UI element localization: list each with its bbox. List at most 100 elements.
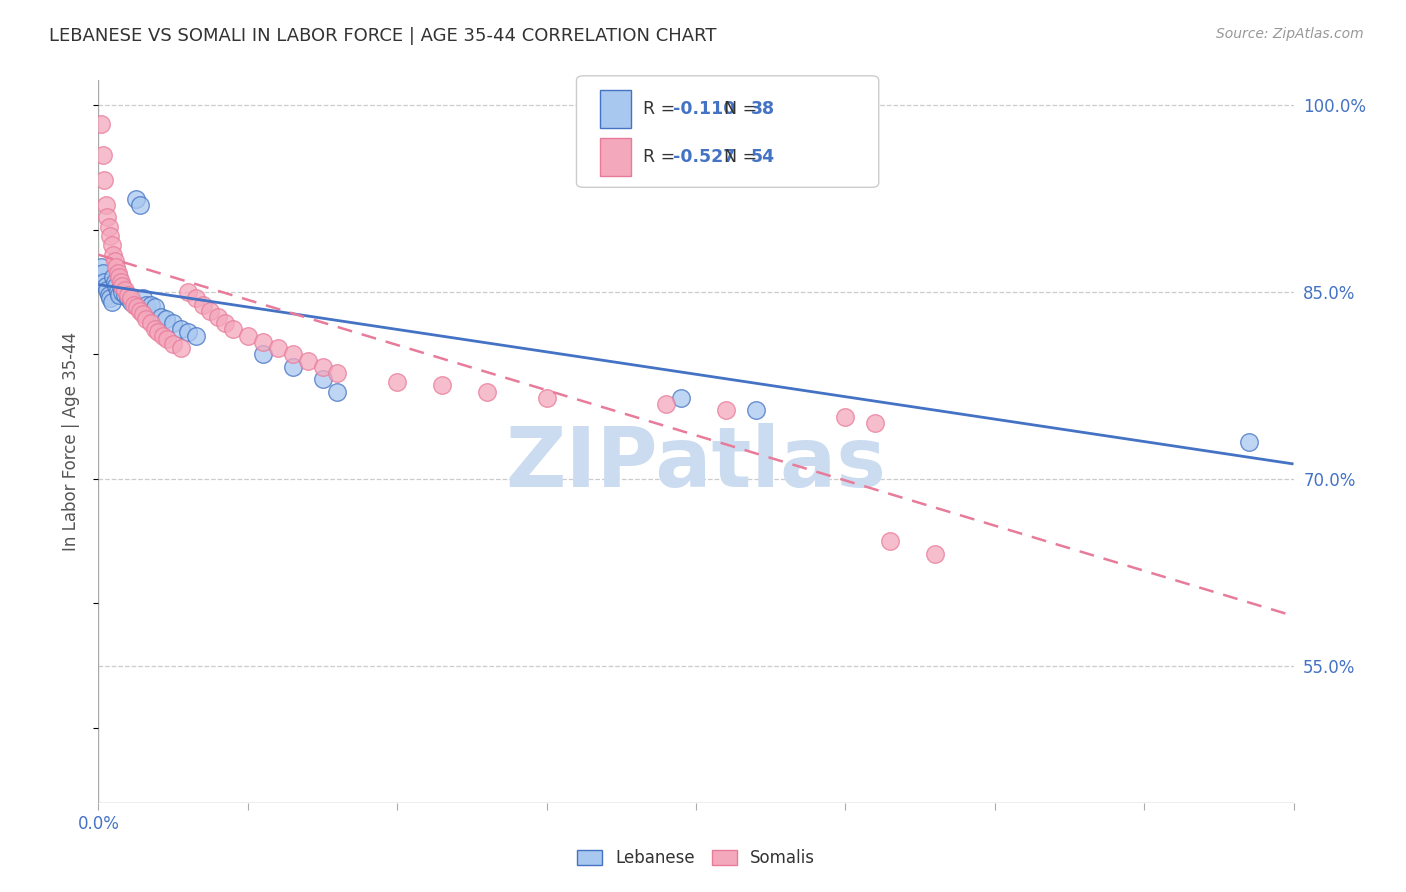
Point bbox=[326, 366, 349, 380]
Text: Source: ZipAtlas.com: Source: ZipAtlas.com bbox=[1216, 27, 1364, 41]
Point bbox=[252, 334, 274, 349]
Point bbox=[162, 316, 184, 330]
Point bbox=[152, 328, 174, 343]
Point bbox=[1237, 434, 1260, 449]
Point bbox=[156, 332, 179, 346]
Point bbox=[111, 278, 134, 293]
Point bbox=[103, 248, 125, 262]
Point bbox=[214, 316, 236, 330]
Text: -0.527: -0.527 bbox=[673, 148, 735, 166]
Point bbox=[177, 285, 200, 299]
Point bbox=[98, 291, 122, 305]
Point bbox=[655, 397, 678, 411]
Point bbox=[108, 270, 131, 285]
Point bbox=[281, 347, 304, 361]
Point bbox=[745, 403, 768, 417]
Point bbox=[120, 291, 142, 305]
Point bbox=[129, 198, 152, 212]
Point bbox=[90, 260, 112, 274]
Point bbox=[236, 328, 259, 343]
Point bbox=[96, 283, 118, 297]
Point bbox=[107, 284, 129, 298]
Point bbox=[177, 325, 200, 339]
Text: R =: R = bbox=[643, 148, 681, 166]
Point bbox=[101, 295, 124, 310]
Point bbox=[139, 316, 162, 330]
Point bbox=[98, 229, 122, 244]
Point bbox=[96, 211, 118, 225]
Point bbox=[114, 283, 136, 297]
Point bbox=[924, 547, 946, 561]
Point bbox=[536, 391, 558, 405]
Point bbox=[267, 341, 290, 355]
Text: N =: N = bbox=[724, 148, 763, 166]
Point bbox=[311, 359, 333, 374]
Point bbox=[103, 270, 125, 285]
Y-axis label: In Labor Force | Age 35-44: In Labor Force | Age 35-44 bbox=[62, 332, 80, 551]
Point bbox=[125, 192, 148, 206]
Point bbox=[150, 310, 173, 324]
Point bbox=[200, 303, 222, 318]
Point bbox=[222, 322, 245, 336]
Point bbox=[191, 297, 214, 311]
Point bbox=[143, 322, 166, 336]
Point bbox=[475, 384, 498, 399]
Point bbox=[105, 260, 128, 274]
Point bbox=[105, 278, 128, 293]
Point bbox=[148, 325, 170, 339]
Point bbox=[104, 275, 127, 289]
Legend: Lebanese, Somalis: Lebanese, Somalis bbox=[571, 843, 821, 874]
Point bbox=[135, 312, 157, 326]
Point bbox=[110, 275, 132, 289]
Point bbox=[714, 403, 737, 417]
Point bbox=[97, 220, 120, 235]
Text: 54: 54 bbox=[751, 148, 775, 166]
Point bbox=[207, 310, 229, 324]
Point bbox=[155, 312, 177, 326]
Point bbox=[326, 384, 349, 399]
Text: LEBANESE VS SOMALI IN LABOR FORCE | AGE 35-44 CORRELATION CHART: LEBANESE VS SOMALI IN LABOR FORCE | AGE … bbox=[49, 27, 717, 45]
Text: N =: N = bbox=[724, 100, 763, 118]
Point bbox=[184, 328, 207, 343]
Point bbox=[252, 347, 274, 361]
Point bbox=[93, 173, 115, 187]
Point bbox=[169, 322, 191, 336]
Point bbox=[281, 359, 304, 374]
Point bbox=[101, 237, 124, 252]
Point bbox=[124, 297, 146, 311]
Text: R =: R = bbox=[643, 100, 681, 118]
Point bbox=[135, 297, 157, 311]
Point bbox=[132, 308, 155, 322]
Point bbox=[91, 148, 114, 162]
Point bbox=[120, 295, 142, 310]
Point bbox=[139, 297, 162, 311]
Point bbox=[865, 416, 887, 430]
Point bbox=[879, 534, 901, 549]
Point bbox=[127, 300, 149, 314]
Point bbox=[107, 266, 129, 280]
Point bbox=[90, 117, 112, 131]
Point bbox=[297, 353, 319, 368]
Text: 38: 38 bbox=[751, 100, 775, 118]
Point bbox=[184, 291, 207, 305]
Point bbox=[669, 391, 692, 405]
Point bbox=[117, 287, 139, 301]
Point bbox=[117, 291, 139, 305]
Point bbox=[132, 291, 155, 305]
Point bbox=[93, 275, 115, 289]
Point bbox=[430, 378, 453, 392]
Point bbox=[114, 287, 136, 301]
Point bbox=[169, 341, 191, 355]
Point bbox=[97, 287, 120, 301]
Point bbox=[143, 300, 166, 314]
Point bbox=[110, 278, 132, 293]
Point bbox=[311, 372, 333, 386]
Text: ZIPatlas: ZIPatlas bbox=[506, 423, 886, 504]
Point bbox=[94, 198, 117, 212]
Text: -0.110: -0.110 bbox=[673, 100, 735, 118]
Point bbox=[162, 337, 184, 351]
Point bbox=[91, 266, 114, 280]
Point bbox=[94, 278, 117, 293]
Point bbox=[104, 253, 127, 268]
Point bbox=[108, 287, 131, 301]
